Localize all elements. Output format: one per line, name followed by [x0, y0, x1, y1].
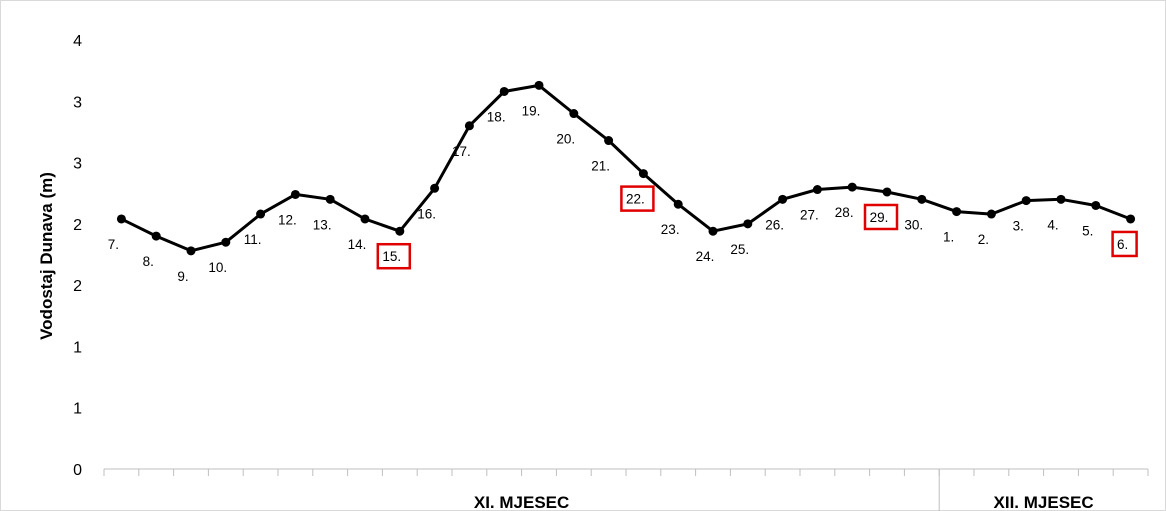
data-point — [604, 136, 614, 146]
point-label: 7. — [108, 237, 119, 252]
point-label: 17. — [452, 144, 471, 159]
y-tick-label: 1 — [73, 339, 82, 356]
point-label: 21. — [591, 159, 610, 174]
y-tick-label: 1 — [73, 401, 82, 418]
data-point — [1126, 214, 1136, 224]
data-point — [673, 199, 683, 209]
data-point — [464, 121, 474, 131]
data-point — [1056, 194, 1066, 204]
y-tick-label: 3 — [73, 156, 82, 173]
point-label: 8. — [143, 254, 154, 269]
data-point — [430, 183, 440, 193]
data-point — [290, 189, 300, 199]
point-label: 19. — [522, 103, 541, 118]
data-point — [534, 80, 544, 90]
data-point — [116, 214, 126, 224]
y-tick-label: 3 — [73, 94, 82, 111]
point-label: 29. — [870, 210, 889, 225]
y-tick-label: 2 — [73, 278, 82, 295]
y-tick-label: 4 — [73, 33, 82, 50]
data-point — [952, 207, 962, 217]
series-line — [120, 83, 1132, 253]
data-point — [1091, 200, 1101, 210]
point-label: 25. — [730, 242, 749, 257]
y-axis: 0 1 1 2 2 3 3 4 — [73, 33, 82, 479]
series-line-group — [116, 80, 1136, 256]
data-point — [986, 209, 996, 219]
data-point — [395, 226, 405, 236]
point-label: 2. — [978, 232, 989, 247]
data-point — [1021, 196, 1031, 206]
point-label: 11. — [244, 232, 262, 247]
y-axis-label: Vodostaj Dunava (m) — [37, 172, 56, 340]
y-tick-label: 2 — [73, 217, 82, 234]
x-axis — [103, 468, 1149, 476]
point-label: 18. — [487, 109, 506, 124]
data-point — [325, 194, 335, 204]
highlight-box — [863, 203, 899, 231]
data-point — [743, 219, 753, 229]
data-point — [708, 226, 718, 236]
data-point — [221, 237, 231, 247]
point-label: 30. — [904, 217, 923, 232]
highlight-box — [376, 242, 412, 270]
data-point — [499, 86, 509, 96]
data-point — [778, 194, 788, 204]
point-labels: 7. 8. 9. 10. 11. 12. 13. 14. 15. 16. 17. 18. 19. 20. 2… — [108, 103, 1128, 283]
y-tick-label: 0 — [73, 462, 82, 479]
group-label: XI. MJESEC — [474, 493, 569, 511]
point-label: 3. — [1013, 219, 1024, 234]
point-label: 15. — [382, 249, 401, 264]
point-label: 6. — [1117, 237, 1128, 252]
point-label: 1. — [943, 230, 954, 245]
highlight-box — [1111, 230, 1138, 258]
point-label: 5. — [1082, 223, 1093, 238]
data-point — [569, 109, 579, 119]
highlight-boxes — [376, 185, 1138, 270]
highlight-box — [620, 185, 655, 212]
point-label: 13. — [313, 217, 332, 232]
group-label: XII. MJESEC — [994, 493, 1094, 511]
point-label: 12. — [278, 212, 297, 227]
point-label: 20. — [556, 132, 575, 147]
group-labels: XI. MJESEC XII. MJESEC — [474, 469, 1094, 511]
point-label: 16. — [417, 206, 436, 221]
point-label: 24. — [696, 249, 715, 264]
data-point — [151, 231, 161, 241]
point-label: 26. — [765, 217, 784, 232]
data-point — [847, 182, 857, 192]
data-point — [638, 169, 648, 179]
data-point — [812, 185, 822, 195]
point-label: 9. — [177, 269, 188, 284]
point-label: 27. — [800, 208, 819, 223]
point-label: 4. — [1047, 217, 1058, 232]
data-point — [882, 187, 892, 197]
point-label: 10. — [208, 260, 227, 275]
data-point — [360, 214, 370, 224]
data-point — [256, 209, 266, 219]
point-label: 22. — [626, 192, 645, 207]
data-point — [186, 246, 196, 256]
point-label: 14. — [348, 237, 367, 252]
point-label: 28. — [835, 205, 854, 220]
point-label: 23. — [661, 222, 680, 237]
data-point — [917, 194, 927, 204]
